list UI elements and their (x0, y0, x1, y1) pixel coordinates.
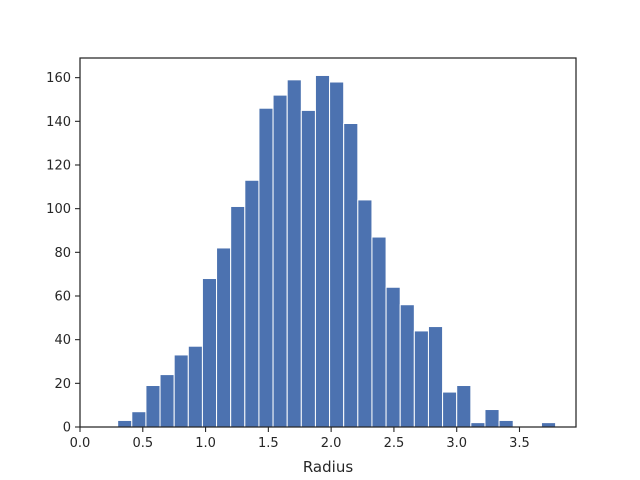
y-tick-label: 120 (46, 158, 71, 173)
histogram-bar (427, 326, 444, 428)
bars-group (117, 74, 557, 428)
histogram-bar (131, 411, 147, 428)
histogram-bar (413, 330, 429, 428)
histogram-bar (371, 236, 387, 428)
histogram-bar (159, 374, 175, 428)
y-tick-label: 60 (54, 289, 71, 304)
histogram-bar (329, 81, 345, 428)
x-tick-label: 1.5 (258, 436, 279, 451)
histogram-bar (399, 304, 415, 428)
histogram-bar (201, 278, 218, 428)
y-tick-label: 140 (46, 115, 71, 130)
histogram-bar (230, 205, 246, 428)
x-tick-label: 2.0 (321, 436, 342, 451)
histogram-bar (484, 409, 500, 428)
histogram-bar (117, 419, 133, 428)
x-axis-ticks: 0.0 0.5 1.0 1.5 2.0 2.5 3.0 3.5 (70, 427, 530, 451)
y-axis-ticks: 0 20 40 60 80 100 120 140 160 (46, 71, 80, 436)
histogram-bar (343, 123, 359, 428)
histogram-bar (216, 247, 232, 428)
y-tick-label: 0 (63, 421, 71, 436)
histogram-bar (173, 354, 189, 428)
histogram-bar (456, 385, 472, 428)
histogram-bar (258, 107, 274, 428)
x-tick-label: 3.5 (509, 436, 530, 451)
y-tick-label: 40 (54, 333, 71, 348)
histogram-bar (145, 385, 161, 428)
y-tick-label: 100 (46, 202, 71, 217)
histogram-bar (286, 79, 302, 428)
histogram-bar (470, 422, 486, 428)
y-tick-label: 80 (54, 246, 71, 261)
x-tick-label: 0.0 (70, 436, 91, 451)
histogram-bar (357, 199, 373, 428)
histogram-bar (385, 286, 401, 428)
y-tick-label: 160 (46, 71, 71, 86)
x-tick-label: 2.5 (384, 436, 405, 451)
histogram-bar (300, 109, 316, 428)
histogram-bar (272, 94, 288, 428)
x-tick-label: 1.0 (195, 436, 216, 451)
x-tick-label: 0.5 (132, 436, 153, 451)
histogram-bar (244, 179, 260, 428)
x-axis-label: Radius (303, 458, 353, 476)
plot-frame (79, 57, 577, 428)
y-tick-label: 20 (54, 377, 71, 392)
histogram-bar (540, 422, 557, 428)
histogram-bar (187, 345, 203, 428)
histogram-bar (442, 391, 458, 428)
x-tick-label: 3.0 (446, 436, 467, 451)
histogram-bar (498, 419, 514, 428)
histogram-bar (314, 74, 331, 428)
